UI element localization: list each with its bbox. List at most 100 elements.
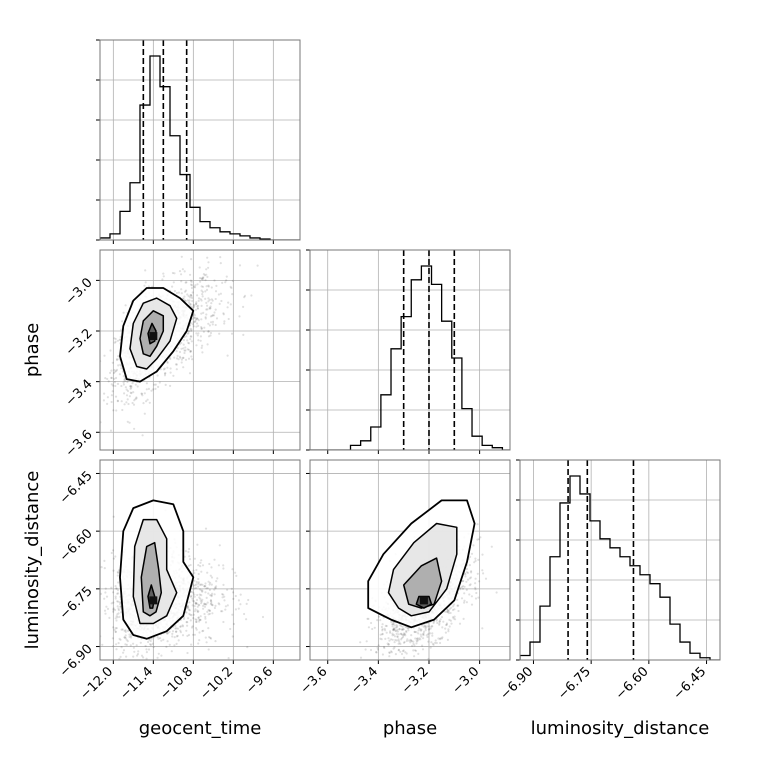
panel-content xyxy=(310,460,510,660)
scatter-point xyxy=(180,361,183,364)
scatter-point xyxy=(199,561,202,564)
scatter-point xyxy=(191,306,194,309)
scatter-point xyxy=(114,617,117,620)
scatter-point xyxy=(410,634,413,637)
scatter-point xyxy=(124,629,127,632)
scatter-point xyxy=(203,605,207,608)
scatter-point xyxy=(441,626,444,629)
scatter-point xyxy=(201,583,204,586)
scatter-point xyxy=(213,593,216,596)
scatter-point xyxy=(400,638,403,641)
scatter-point xyxy=(125,643,128,647)
scatter-point xyxy=(145,657,148,660)
scatter-point xyxy=(495,591,498,594)
scatter-point xyxy=(381,632,384,636)
scatter-point xyxy=(392,627,395,630)
scatter-point xyxy=(225,275,228,278)
scatter-point xyxy=(209,305,212,308)
scatter-point xyxy=(209,331,213,335)
scatter-point xyxy=(207,335,211,338)
scatter-point xyxy=(439,618,442,621)
scatter-point xyxy=(181,268,184,271)
scatter-point xyxy=(223,322,226,325)
scatter-point xyxy=(231,293,234,296)
scatter-point xyxy=(461,580,464,583)
scatter-point xyxy=(417,652,420,656)
scatter-point xyxy=(472,544,475,547)
scatter-point xyxy=(432,621,435,625)
scatter-point xyxy=(478,580,481,583)
scatter-point xyxy=(390,650,393,653)
scatter-point xyxy=(457,604,460,607)
scatter-point xyxy=(126,389,130,393)
scatter-point xyxy=(205,313,208,316)
scatter-point xyxy=(193,557,196,560)
scatter-point xyxy=(197,319,200,322)
scatter-point xyxy=(187,332,190,335)
scatter-point xyxy=(172,374,175,377)
scatter-point xyxy=(194,618,197,621)
scatter-point xyxy=(448,618,451,622)
scatter-point xyxy=(416,637,419,640)
scatter-point xyxy=(118,338,121,341)
scatter-point xyxy=(158,381,161,384)
scatter-point xyxy=(197,616,200,620)
scatter-point xyxy=(195,568,198,572)
scatter-point xyxy=(198,620,201,623)
scatter-point xyxy=(184,358,188,361)
scatter-point xyxy=(110,394,113,397)
scatter-point xyxy=(459,588,462,591)
scatter-point xyxy=(395,630,398,633)
scatter-point xyxy=(190,643,193,646)
scatter-point xyxy=(405,652,408,655)
scatter-point xyxy=(111,390,114,393)
scatter-point xyxy=(123,403,126,406)
scatter-point xyxy=(195,325,198,328)
scatter-point xyxy=(185,335,188,338)
scatter-point xyxy=(397,649,400,652)
scatter-point xyxy=(100,566,103,569)
scatter-point xyxy=(204,290,207,293)
scatter-point xyxy=(442,620,445,623)
scatter-point xyxy=(394,653,397,656)
scatter-point xyxy=(201,285,205,288)
scatter-point xyxy=(175,291,178,295)
scatter-point xyxy=(153,383,156,386)
scatter-point xyxy=(388,651,391,654)
scatter-point xyxy=(171,630,175,633)
scatter-point xyxy=(431,634,434,637)
scatter-point xyxy=(453,608,456,611)
scatter-point xyxy=(207,284,210,287)
scatter-point xyxy=(401,628,404,631)
scatter-point xyxy=(387,643,390,646)
scatter-point xyxy=(141,434,144,437)
scatter-point xyxy=(200,327,203,330)
x-tick-label: −3.4 xyxy=(348,664,381,697)
scatter-point xyxy=(222,312,225,315)
scatter-point xyxy=(175,363,178,366)
scatter-point xyxy=(435,641,438,645)
scatter-point xyxy=(213,311,216,314)
scatter-point xyxy=(422,630,426,633)
scatter-point xyxy=(183,351,186,355)
scatter-point xyxy=(102,399,105,402)
scatter-point xyxy=(187,564,190,567)
scatter-point xyxy=(419,638,422,641)
scatter-point xyxy=(201,344,204,347)
scatter-point xyxy=(391,625,394,628)
scatter-point xyxy=(427,657,430,660)
scatter-point xyxy=(194,626,198,630)
scatter-point xyxy=(171,271,174,275)
scatter-point xyxy=(101,643,104,646)
scatter-point xyxy=(154,383,157,386)
scatter-point xyxy=(144,281,147,284)
scatter-point xyxy=(175,630,178,633)
scatter-point xyxy=(173,644,176,647)
scatter-point xyxy=(206,308,209,311)
scatter-point xyxy=(398,628,401,631)
scatter-point xyxy=(200,589,203,592)
scatter-point xyxy=(106,396,109,399)
scatter-point xyxy=(211,592,214,595)
scatter-point xyxy=(122,651,125,654)
scatter-point xyxy=(385,631,388,634)
